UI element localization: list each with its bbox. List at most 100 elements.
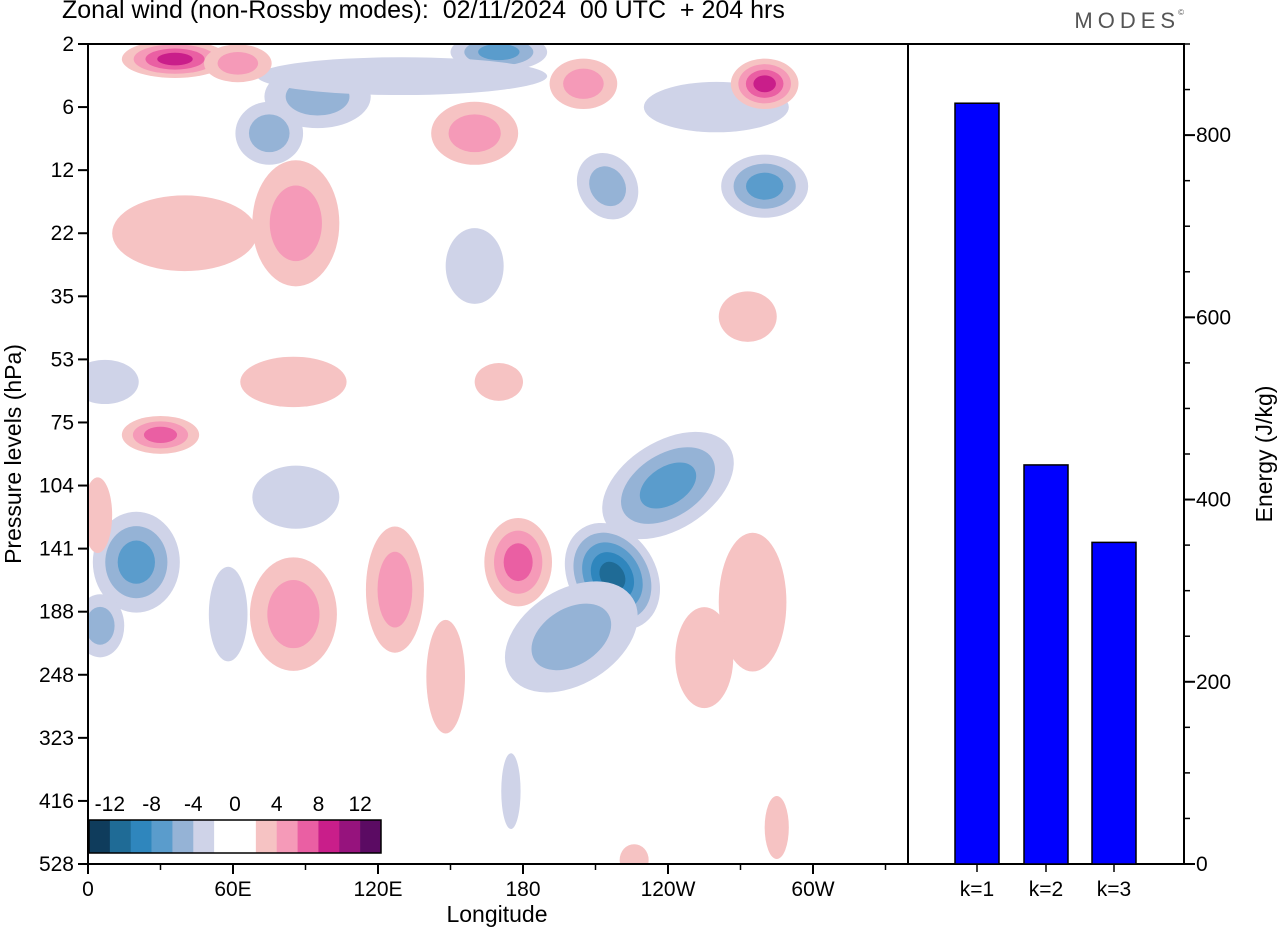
- energy-axis-title: Energy (J/kg): [1251, 386, 1277, 523]
- contour-level: [143, 426, 178, 444]
- contour-level: [619, 844, 649, 864]
- colorbar-label: 4: [271, 793, 283, 816]
- contour-level: [88, 477, 113, 554]
- colorbar-swatch: [193, 820, 215, 853]
- contour-level: [753, 75, 776, 93]
- colorbar-label: -4: [184, 793, 203, 816]
- y-axis-title: Pressure levels (hPa): [0, 344, 26, 564]
- y-tick-label: 528: [39, 853, 74, 876]
- y-tick-label: 416: [39, 790, 74, 813]
- wind-feature-westerly-32: [718, 532, 787, 672]
- wind-feature-westerly-21: [121, 415, 200, 454]
- contour-level: [252, 465, 340, 529]
- contour-level: [157, 52, 193, 66]
- colorbar-swatch: [297, 820, 319, 853]
- y-tick-label: 248: [39, 664, 74, 687]
- wind-feature-westerly-33: [675, 607, 734, 709]
- contour-level: [426, 619, 465, 734]
- wind-feature-easterly-7: [235, 101, 304, 165]
- wind-feature-westerly-18: [204, 44, 272, 83]
- energy-bars: k=1 k=2 k=3: [954, 102, 1137, 901]
- wind-feature-easterly-15: [445, 228, 504, 304]
- y-tick-label: 12: [51, 159, 74, 182]
- energy-bar-k=3: [1091, 541, 1137, 865]
- colorbar: -12 -8 -4 0 4 8 12: [88, 793, 382, 854]
- wind-feature-easterly-1: [602, 431, 734, 540]
- contour-level: [117, 540, 155, 584]
- wind-feature-easterly-16: [252, 465, 340, 529]
- wind-feature-westerly-23: [249, 557, 337, 671]
- contour-level: [88, 359, 139, 404]
- contour-level: [639, 462, 697, 509]
- contour-level: [563, 68, 604, 99]
- contour-level: [257, 57, 548, 96]
- wind-feature-westerly-20: [112, 195, 258, 272]
- brand-mark: ©: [1178, 8, 1184, 17]
- colorbar-label: 0: [229, 793, 241, 816]
- wind-feature-easterly-12: [257, 57, 548, 96]
- colorbar-swatch: [276, 820, 298, 853]
- contour-level: [746, 172, 784, 200]
- wind-feature-easterly-5: [576, 153, 639, 220]
- x-tick-label: 60E: [214, 878, 251, 901]
- contour-level: [208, 566, 248, 662]
- wind-feature-westerly-25: [426, 619, 465, 734]
- y-tick-label: 75: [51, 411, 74, 434]
- contour-level: [478, 44, 520, 61]
- wind-feature-easterly-14: [501, 753, 521, 829]
- wind-feature-easterly-2: [504, 581, 638, 693]
- bar-category-label: k=1: [960, 878, 994, 901]
- wind-feature-westerly-31: [718, 291, 777, 342]
- x-tick-label: 180: [505, 878, 540, 901]
- colorbar-label: 8: [313, 793, 325, 816]
- contour-level: [217, 51, 259, 75]
- x-tick-label: 60W: [791, 878, 834, 901]
- wind-feature-easterly-10: [88, 359, 139, 404]
- energy-tick-label: 600: [1196, 306, 1231, 329]
- y-tick-label: 104: [39, 475, 74, 498]
- colorbar-swatch: [214, 820, 236, 853]
- colorbar-swatch: [360, 820, 382, 853]
- wind-feature-westerly-22: [240, 356, 347, 408]
- colorbar-swatch: [235, 820, 257, 853]
- energy-axes: 0 200 400 600 800 Energy (J/kg): [1184, 43, 1277, 876]
- contour-level: [503, 543, 533, 582]
- wind-feature-easterly-8: [92, 511, 180, 613]
- x-tick-label: 0: [82, 878, 94, 901]
- colorbar-swatch: [318, 820, 340, 853]
- y-tick-label: 35: [51, 285, 74, 308]
- wind-feature-westerly-28: [549, 58, 618, 110]
- contour-level: [589, 166, 627, 207]
- colorbar-swatch: [89, 820, 111, 853]
- wind-feature-westerly-17: [121, 44, 229, 78]
- brand-text: MODES: [1074, 8, 1181, 33]
- contour-level: [248, 114, 290, 153]
- x-axis-title: Longitude: [446, 901, 547, 927]
- wind-feature-westerly-34: [88, 477, 113, 554]
- contour-level: [240, 356, 347, 408]
- wind-feature-westerly-27: [431, 101, 519, 165]
- colorbar-label: 12: [348, 793, 371, 816]
- x-tick-label: 120W: [641, 878, 696, 901]
- energy-tick-label: 0: [1196, 853, 1208, 876]
- wind-feature-westerly-24: [365, 526, 424, 653]
- wind-feature-westerly-19: [252, 160, 340, 287]
- energy-tick-label: 800: [1196, 124, 1231, 147]
- y-tick-label: 6: [62, 96, 74, 119]
- energy-tick-label: 200: [1196, 671, 1231, 694]
- contour-level: [448, 114, 501, 153]
- contour-level: [269, 185, 322, 262]
- energy-tick-label: 400: [1196, 489, 1231, 512]
- colorbar-swatch: [339, 820, 361, 853]
- contour-level: [474, 362, 523, 401]
- y-tick-label: 188: [39, 601, 74, 624]
- contour-level: [445, 228, 504, 304]
- colorbar-swatch: [151, 820, 173, 853]
- energy-bar-k=1: [954, 102, 1000, 865]
- colorbar-swatch: [130, 820, 152, 853]
- colorbar-swatch: [172, 820, 194, 853]
- wind-feature-easterly-13: [208, 566, 248, 662]
- colorbar-label: -8: [142, 793, 161, 816]
- y-tick-label: 2: [62, 33, 74, 56]
